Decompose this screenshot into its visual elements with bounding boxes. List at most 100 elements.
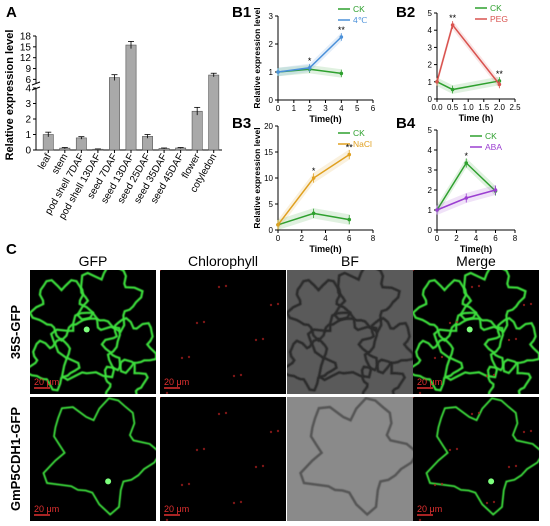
- scale-bar-label: 20 μm: [164, 377, 189, 387]
- gfp-cell-outline: [100, 316, 156, 375]
- y-tick-label: 9: [25, 64, 31, 75]
- chlorophyll-speck: [224, 284, 228, 288]
- panel-letter-b1: B1: [232, 4, 251, 21]
- legend-label: NaCl: [353, 139, 372, 149]
- x-axis-label: Time(h): [309, 244, 341, 254]
- data-point: [347, 217, 352, 222]
- gfp-cell-outline: [30, 337, 81, 392]
- scale-bar-label: 20 μm: [417, 504, 442, 514]
- chlorophyll-speck: [232, 501, 236, 505]
- chlorophyll-speck: [195, 321, 199, 325]
- chlorophyll-speck: [276, 429, 280, 433]
- chlorophyll-speck: [485, 374, 489, 378]
- chlorophyll-speck: [165, 518, 169, 521]
- panel-b3: B3 0 5 10 15 20 0 2 4 6 8 Time(h) Relative expressio…: [232, 115, 376, 254]
- chlorophyll-speck: [514, 464, 518, 468]
- legend-label: PEG: [490, 14, 508, 24]
- chlorophyll-speck: [507, 465, 511, 469]
- data-point: [464, 161, 469, 165]
- x-axis-label: Time(h): [309, 114, 341, 124]
- chlorophyll-speck: [448, 448, 452, 452]
- data-point: [276, 70, 280, 74]
- gfp-cell-outline: [76, 270, 144, 334]
- chlorophyll-speck: [440, 355, 444, 359]
- significance-mark: **: [496, 69, 504, 79]
- micrograph-gmp5cdh1-gfp-merge: [413, 397, 539, 521]
- x-tick-label: 8: [371, 234, 376, 243]
- data-point: [307, 66, 312, 70]
- bf-cell-outline: [357, 316, 413, 375]
- y-tick-label: 2: [428, 186, 433, 195]
- y-tick-label: 0: [269, 226, 274, 235]
- x-axis-label: Time(h): [460, 244, 492, 254]
- bf-cell-outline: [306, 311, 379, 382]
- nucleus: [466, 326, 473, 333]
- x-tick-label: 3: [323, 104, 328, 113]
- significance-mark: *: [312, 166, 316, 176]
- y-tick-label: 1: [25, 130, 31, 141]
- legend-label: CK: [353, 128, 365, 138]
- x-tick-label: 8: [513, 234, 518, 243]
- y-axis-label: Relative expression level: [4, 30, 16, 161]
- chlorophyll-speck: [455, 447, 459, 451]
- chlorophyll-speck: [165, 391, 169, 394]
- x-tick-label: 0.0: [431, 103, 443, 112]
- chlorophyll-speck: [187, 482, 191, 486]
- chlorophyll-speck: [485, 501, 489, 505]
- chlorophyll-speck: [180, 483, 184, 487]
- x-tick-label: 2.0: [494, 103, 506, 112]
- x-tick-label: 2: [300, 234, 305, 243]
- x-tick-label: 4: [323, 234, 328, 243]
- y-tick-label: 3: [428, 43, 433, 52]
- chlorophyll-speck: [492, 500, 496, 504]
- y-tick-label: 5: [269, 200, 274, 209]
- gfp-cell-outline: [413, 279, 478, 343]
- chlorophyll-speck: [269, 430, 273, 434]
- x-tick-label: 0: [276, 234, 281, 243]
- row-header-gmp5cdh1-gfp: GmP5CDH1-GFP: [8, 407, 23, 511]
- legend-label: 4℃: [353, 15, 368, 25]
- gfp-cell-outline: [49, 311, 122, 382]
- gfp-cell-outline: [486, 358, 532, 394]
- nucleus: [83, 326, 90, 333]
- chlorophyll-speck: [217, 285, 221, 289]
- y-tick-label: 3: [269, 12, 274, 21]
- panel-letter-a: A: [6, 4, 17, 21]
- x-tick-label: 2.5: [509, 103, 521, 112]
- bf-cell-outline: [287, 337, 338, 392]
- significance-mark: **: [449, 13, 457, 23]
- data-point: [339, 71, 344, 76]
- bar-seed-13daf: [125, 44, 137, 151]
- row-header-35s-gfp: 35S-GFP: [8, 305, 23, 360]
- chlorophyll-speck: [187, 355, 191, 359]
- x-tick-label: 4: [474, 234, 479, 243]
- legend-label: CK: [485, 131, 497, 141]
- series-band-NaCl: [278, 149, 350, 230]
- panel-letter-b3: B3: [232, 115, 251, 132]
- scale-bar-label: 20 μm: [164, 504, 189, 514]
- micrograph-content: [30, 270, 156, 394]
- x-axis-label: Time (h): [459, 113, 494, 123]
- y-tick-label: 0: [269, 96, 274, 105]
- chlorophyll-speck: [477, 411, 481, 415]
- gfp-cell-outline: [42, 397, 156, 516]
- chlorophyll-speck: [418, 518, 422, 521]
- significance-mark: **: [346, 143, 354, 153]
- chlorophyll-speck: [433, 483, 437, 487]
- chlorophyll-speck: [261, 464, 265, 468]
- gfp-cell-outline: [425, 397, 539, 516]
- gfp-cell-outline: [103, 358, 149, 394]
- chlorophyll-speck: [254, 338, 258, 342]
- data-point: [435, 80, 439, 84]
- micrograph-content: [160, 397, 280, 521]
- y-tick-label: 15: [264, 148, 273, 157]
- y-tick-label: 2: [25, 115, 31, 126]
- panel-letter-b2: B2: [396, 4, 415, 21]
- chlorophyll-speck: [261, 337, 265, 341]
- chlorophyll-speck: [413, 397, 415, 399]
- y-tick-label: 0: [428, 95, 433, 104]
- chlorophyll-speck: [470, 285, 474, 289]
